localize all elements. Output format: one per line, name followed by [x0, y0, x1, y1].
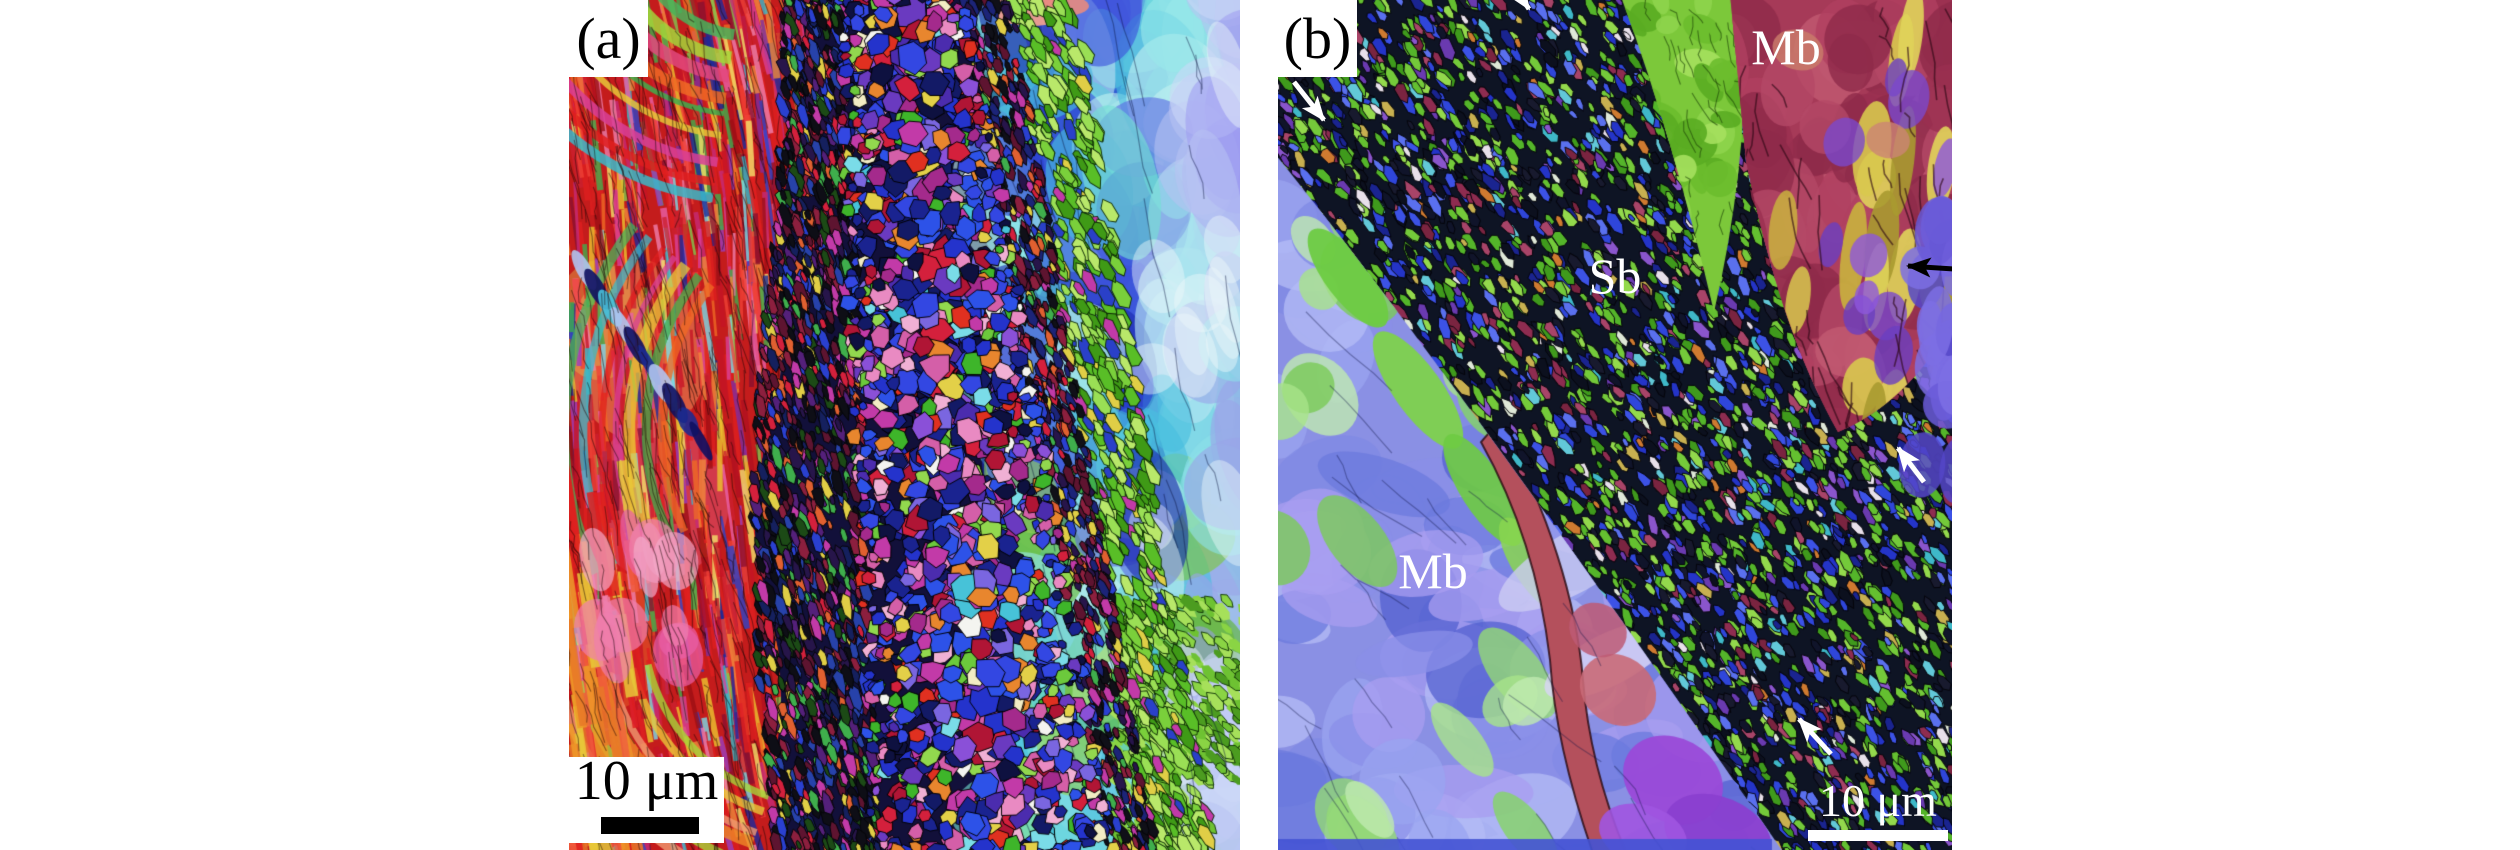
white-arrow-bottom-icon	[1797, 717, 1833, 756]
panel-b-arrow-overlay	[1292, 0, 1952, 756]
black-arrow-right-edge-icon	[1906, 257, 1952, 278]
panel-a-scale-bar	[601, 817, 699, 834]
panel-b-label: (b)	[1283, 5, 1352, 71]
panel-b-ebsd-map	[1278, 0, 1952, 850]
annotation-mb-left: Mb	[1398, 543, 1468, 599]
panel-a-label: (a)	[576, 5, 641, 71]
white-arrow-top-center-icon	[1507, 0, 1532, 11]
white-arrow-right-icon	[1896, 446, 1926, 484]
panel-b: (b) Mb Sb Mb 10 μm	[1278, 0, 1952, 850]
annotation-mb-top: Mb	[1751, 19, 1821, 75]
panel-a-label-box: (a)	[569, 0, 648, 77]
panel-a-scale-text: 10 μm	[574, 750, 719, 812]
white-arrow-top-left-icon	[1292, 80, 1326, 122]
panel-b-scale-text: 10 μm	[1819, 775, 1937, 826]
panel-a: (a) 10 μm	[569, 0, 1240, 850]
panel-b-label-box: (b)	[1278, 0, 1357, 77]
panel-a-ebsd-map	[569, 0, 1240, 850]
panel-b-scale-bar	[1808, 830, 1948, 841]
panel-a-scale-box: 10 μm	[569, 750, 724, 843]
annotation-sb: Sb	[1588, 248, 1642, 304]
